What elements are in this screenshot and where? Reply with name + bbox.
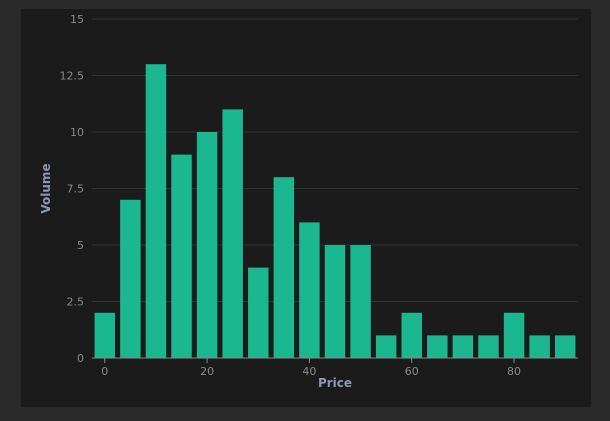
y-tick-label: 15 bbox=[70, 13, 84, 26]
histogram-bar bbox=[478, 335, 499, 358]
histogram-bar bbox=[324, 245, 346, 358]
x-axis-title: Price bbox=[318, 376, 352, 390]
histogram-bar bbox=[145, 64, 167, 358]
histogram-bar bbox=[299, 222, 320, 358]
y-tick-label: 0 bbox=[77, 352, 84, 365]
histogram-bar bbox=[427, 335, 448, 358]
bars bbox=[94, 64, 576, 359]
x-tick-label: 20 bbox=[200, 365, 214, 378]
histogram-bar bbox=[273, 177, 295, 358]
histogram-chart: 0 2.5 5 7.5 10 12.5 15 0 20 40 60 80 Price Volume bbox=[39, 13, 578, 390]
histogram-bar bbox=[94, 312, 116, 358]
histogram-bar bbox=[554, 335, 576, 358]
histogram-bar bbox=[248, 267, 269, 358]
axes: 0 2.5 5 7.5 10 12.5 15 0 20 40 60 80 bbox=[60, 13, 578, 378]
x-tick-label: 0 bbox=[101, 365, 108, 378]
histogram-bar bbox=[120, 199, 141, 358]
chart-frame: 0 2.5 5 7.5 10 12.5 15 0 20 40 60 80 Price Volume bbox=[21, 9, 591, 407]
y-axis-title: Volume bbox=[39, 163, 53, 213]
histogram-bar bbox=[222, 109, 243, 359]
x-tick-label: 80 bbox=[507, 365, 521, 378]
histogram-bar bbox=[375, 335, 397, 358]
y-tick-label: 10 bbox=[70, 126, 84, 139]
histogram-bar bbox=[171, 154, 192, 358]
histogram-bar bbox=[503, 312, 525, 358]
y-tick-label: 2.5 bbox=[67, 296, 85, 309]
histogram-bar bbox=[401, 312, 422, 358]
histogram-bar bbox=[350, 245, 371, 358]
x-tick-label: 60 bbox=[405, 365, 419, 378]
x-tick-label: 40 bbox=[302, 365, 316, 378]
histogram-bar bbox=[452, 335, 474, 358]
y-tick-label: 12.5 bbox=[60, 70, 85, 83]
histogram-bar bbox=[196, 132, 218, 358]
y-tick-label: 5 bbox=[77, 239, 84, 252]
y-tick-label: 7.5 bbox=[67, 183, 85, 196]
histogram-bar bbox=[529, 335, 550, 358]
